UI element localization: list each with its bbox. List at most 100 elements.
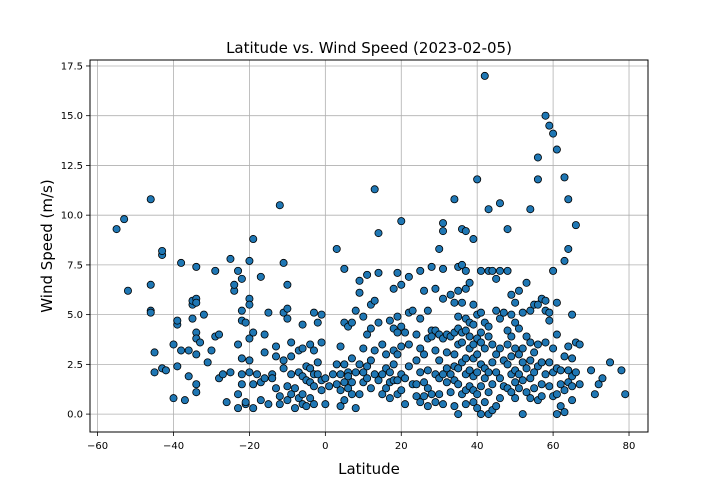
- data-point: [196, 338, 205, 347]
- data-point: [363, 270, 372, 279]
- data-point: [514, 286, 523, 295]
- data-point: [431, 346, 440, 355]
- data-point: [180, 396, 189, 405]
- data-point: [355, 276, 364, 285]
- data-point: [397, 386, 406, 395]
- data-point: [184, 346, 193, 355]
- data-point: [146, 308, 155, 317]
- data-point: [298, 390, 307, 399]
- data-point: [484, 332, 493, 341]
- data-point: [450, 195, 459, 204]
- data-point: [389, 360, 398, 369]
- data-point: [606, 358, 615, 367]
- data-point: [522, 388, 531, 397]
- data-point: [112, 225, 121, 234]
- data-point: [393, 312, 402, 321]
- data-point: [503, 225, 512, 234]
- data-point: [507, 352, 516, 361]
- data-point: [560, 352, 569, 361]
- data-point: [530, 384, 539, 393]
- data-point: [416, 368, 425, 377]
- data-point: [549, 344, 558, 353]
- data-point: [568, 396, 577, 405]
- data-point: [290, 384, 299, 393]
- data-point: [575, 340, 584, 349]
- data-point: [533, 300, 542, 309]
- data-point: [317, 310, 326, 319]
- data-point: [298, 320, 307, 329]
- data-point: [393, 268, 402, 277]
- data-point: [241, 318, 250, 327]
- data-point: [260, 374, 269, 383]
- data-point: [552, 410, 561, 419]
- data-point: [439, 219, 448, 228]
- data-point: [423, 366, 432, 375]
- data-point: [397, 280, 406, 289]
- data-point: [465, 366, 474, 375]
- data-point: [408, 306, 417, 315]
- data-point: [309, 346, 318, 355]
- data-point: [374, 318, 383, 327]
- data-point: [564, 244, 573, 253]
- data-point: [123, 286, 132, 295]
- data-point: [412, 330, 421, 339]
- data-point: [503, 360, 512, 369]
- data-point: [344, 372, 353, 381]
- data-point: [416, 314, 425, 323]
- data-point: [488, 340, 497, 349]
- data-point: [268, 374, 277, 383]
- data-point: [211, 266, 220, 275]
- data-point: [461, 354, 470, 363]
- data-point: [518, 376, 527, 385]
- data-point: [306, 340, 315, 349]
- data-point: [473, 404, 482, 413]
- data-point: [249, 380, 258, 389]
- data-point: [222, 398, 231, 407]
- data-point: [249, 328, 258, 337]
- data-point: [256, 396, 265, 405]
- data-point: [480, 71, 489, 80]
- x-axis-label: Latitude: [338, 460, 400, 478]
- x-tick-label: 20: [395, 441, 408, 452]
- data-point: [253, 370, 262, 379]
- x-tick-label: 0: [322, 441, 328, 452]
- data-point: [283, 396, 292, 405]
- data-point: [598, 374, 607, 383]
- data-point: [427, 390, 436, 399]
- data-point: [283, 382, 292, 391]
- data-point: [484, 205, 493, 214]
- data-point: [465, 278, 474, 287]
- data-point: [385, 394, 394, 403]
- data-point: [340, 360, 349, 369]
- data-point: [518, 410, 527, 419]
- data-point: [199, 310, 208, 319]
- data-point: [488, 380, 497, 389]
- y-tick-label: 7.5: [67, 260, 83, 271]
- data-point: [234, 390, 243, 399]
- data-point: [192, 298, 201, 307]
- data-point: [492, 274, 501, 283]
- data-point: [457, 338, 466, 347]
- data-point: [423, 402, 432, 411]
- data-point: [150, 368, 159, 377]
- data-point: [492, 402, 501, 411]
- data-point: [245, 356, 254, 365]
- data-point: [340, 396, 349, 405]
- data-point: [564, 195, 573, 204]
- data-point: [552, 298, 561, 307]
- data-point: [545, 308, 554, 317]
- data-point: [484, 368, 493, 377]
- data-point: [514, 350, 523, 359]
- data-point: [484, 322, 493, 331]
- data-point: [279, 356, 288, 365]
- data-point: [245, 368, 254, 377]
- data-point: [507, 388, 516, 397]
- y-tick-label: 0.0: [67, 410, 83, 421]
- data-point: [461, 227, 470, 236]
- data-point: [568, 310, 577, 319]
- data-point: [237, 274, 246, 283]
- data-point: [564, 342, 573, 351]
- x-tick-label: −20: [239, 441, 260, 452]
- data-point: [359, 368, 368, 377]
- data-point: [442, 378, 451, 387]
